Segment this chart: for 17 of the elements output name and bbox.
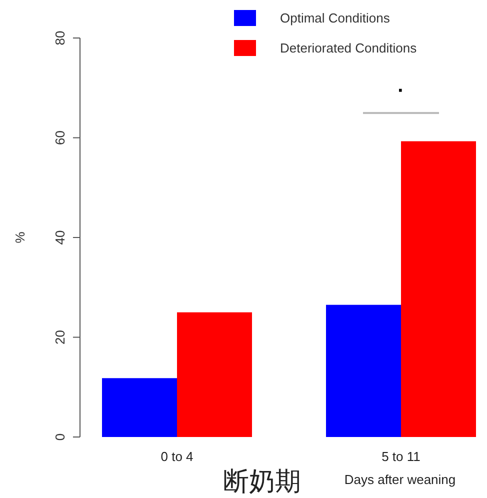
bar <box>102 378 177 437</box>
y-tick-label: 0 <box>52 433 68 441</box>
bar <box>326 304 401 437</box>
text: 断奶期 <box>223 467 301 497</box>
y-tick-label: 20 <box>52 330 68 344</box>
x-tick-label: 0 to 4 <box>160 449 194 464</box>
x-tick-label: 5 to 11 <box>382 449 420 464</box>
y-tick-label: 40 <box>52 230 68 245</box>
bar <box>177 312 252 437</box>
y-tick-label: 80 <box>52 30 68 46</box>
legend-label: Deteriorated Conditions <box>280 40 418 56</box>
legend-label: Optimal Conditions <box>280 10 390 26</box>
x-axis-title: Days after weaning <box>344 472 456 487</box>
bar <box>401 141 476 437</box>
annotation: · <box>398 80 404 102</box>
y-axis-title: % <box>12 231 28 244</box>
y-tick-label: 60 <box>52 130 68 145</box>
